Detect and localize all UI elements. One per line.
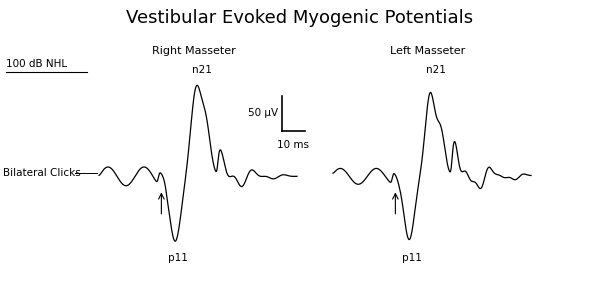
Text: n21: n21 (426, 65, 446, 75)
Text: n21: n21 (192, 65, 212, 75)
Text: Vestibular Evoked Myogenic Potentials: Vestibular Evoked Myogenic Potentials (127, 9, 473, 27)
Text: Right Masseter: Right Masseter (152, 46, 236, 56)
Text: 100 dB NHL: 100 dB NHL (6, 59, 67, 69)
Text: Bilateral Clicks: Bilateral Clicks (3, 168, 81, 178)
Text: Left Masseter: Left Masseter (391, 46, 466, 56)
Text: p11: p11 (168, 253, 188, 263)
Text: 50 μV: 50 μV (248, 108, 278, 118)
Text: 10 ms: 10 ms (277, 140, 310, 150)
Text: p11: p11 (402, 253, 422, 263)
